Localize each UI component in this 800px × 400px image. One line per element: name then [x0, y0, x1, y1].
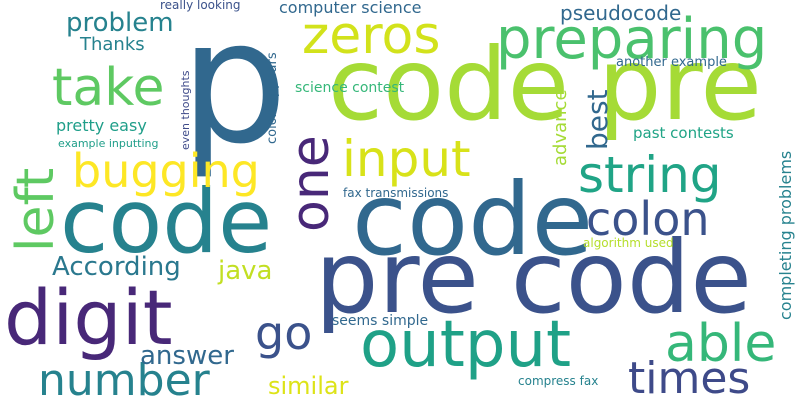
word-zeros: zeros: [302, 6, 441, 66]
word-preparing: preparing: [496, 7, 768, 72]
word-times: times: [628, 353, 751, 400]
word-string: string: [578, 146, 722, 204]
word-similar: similar: [268, 372, 349, 400]
word-science-contest: science contest: [295, 80, 405, 96]
word-bugging: left: [6, 167, 66, 252]
word-example-inputting: example inputting: [58, 137, 159, 150]
word-go: go: [255, 306, 313, 360]
word-input: input: [342, 130, 471, 188]
word-answer: answer: [140, 341, 234, 371]
word-pretty-easy: pretty easy: [56, 116, 147, 135]
word-pre: pre: [598, 26, 762, 143]
word-output: output: [360, 308, 572, 382]
word-pre-code: pre code: [315, 219, 752, 336]
word-code-large: code: [328, 26, 570, 143]
word-according: According: [52, 252, 181, 282]
word-best: best: [581, 89, 614, 150]
word-digit: digit: [4, 273, 173, 362]
word-algorithm-used: algorithm used: [583, 236, 674, 250]
word-colon: colon: [586, 192, 710, 246]
word-colon-appears: colon appears: [265, 52, 280, 144]
word-advance: advance: [550, 89, 571, 166]
word-code-left: code: [60, 170, 273, 273]
word-past-contests: past contests: [633, 124, 734, 142]
word-problem: problem: [66, 8, 174, 38]
word-one: one: [281, 135, 341, 232]
word-really-looking: really looking: [160, 0, 241, 12]
word-number: number: [38, 355, 210, 400]
word-compress-fax: compress fax: [518, 374, 599, 388]
word-pseudocode: pseudocode: [560, 1, 682, 25]
word-take: take: [52, 58, 165, 118]
word-able: able: [665, 314, 777, 374]
word-fax-transmissions: fax transmissions: [343, 186, 449, 200]
word-java: java: [218, 256, 273, 286]
word-computer-science: computer science: [279, 0, 422, 17]
word-another-example: another example: [616, 55, 727, 70]
word-p: p: [180, 0, 288, 182]
word-seems-simple: seems simple: [332, 313, 429, 329]
word-even-thoughts: even thoughts: [179, 70, 192, 151]
word-thanks: Thanks: [80, 34, 145, 55]
word-completing-problems: completing problems: [776, 150, 795, 320]
word-left: bugging: [72, 144, 260, 198]
word-code-center: code: [352, 161, 594, 278]
